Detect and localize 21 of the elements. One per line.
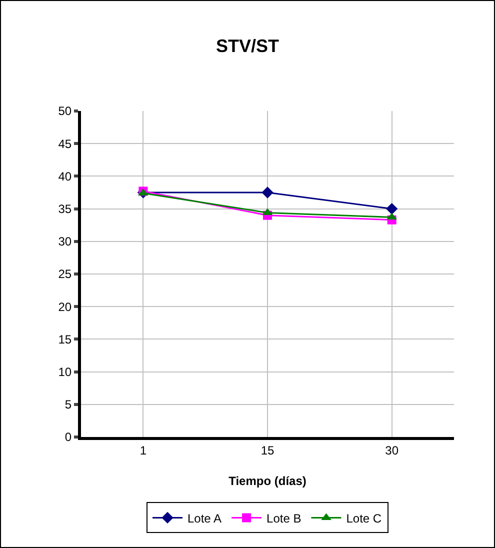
- y-tick-label: 25: [58, 267, 72, 282]
- legend-label: Lote C: [346, 511, 382, 526]
- legend-label: Lote B: [266, 511, 302, 526]
- legend-label: Lote A: [188, 511, 222, 526]
- y-tick-label: 10: [58, 365, 72, 379]
- x-axis-title: Tiempo (días): [228, 474, 306, 488]
- point: [262, 186, 274, 198]
- x-tick-label: 1: [140, 443, 147, 458]
- x-tick-label: 30: [385, 443, 399, 458]
- y-tick-label: 0: [64, 430, 72, 444]
- y-tick-label: 40: [58, 169, 72, 184]
- y-tick-label: 5: [64, 398, 72, 412]
- y-tick-label: 15: [58, 332, 72, 346]
- y-tick-label: 20: [58, 300, 72, 314]
- y-tick-label: 35: [58, 202, 72, 216]
- point: [386, 202, 398, 215]
- y-tick-label: 45: [58, 136, 72, 151]
- chart-title: STV/ST: [216, 36, 280, 56]
- x-tick-label: 15: [260, 443, 274, 458]
- y-tick-label: 50: [58, 104, 72, 118]
- y-tick-label: 30: [58, 234, 72, 249]
